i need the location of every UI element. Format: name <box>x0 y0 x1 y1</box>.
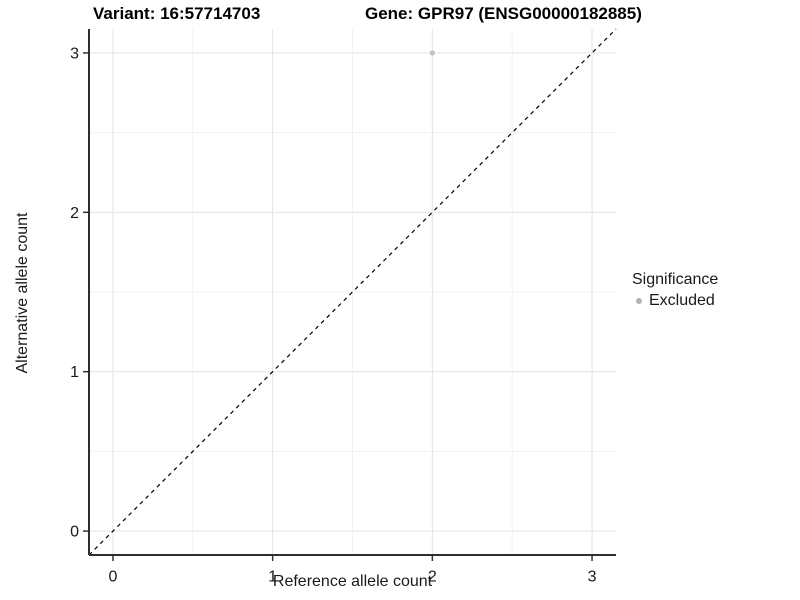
legend-item-excluded: Excluded <box>632 292 718 310</box>
plot-title-gene: Gene: GPR97 (ENSG00000182885) <box>365 4 642 23</box>
y-axis-title: Alternative allele count <box>14 212 31 374</box>
legend: Significance Excluded <box>632 271 718 310</box>
x-tick-label: 2 <box>428 568 437 585</box>
x-axis-title: Reference allele count <box>272 573 433 590</box>
legend-title: Significance <box>632 271 719 288</box>
data-point <box>429 50 435 56</box>
y-tick-label: 0 <box>70 524 79 541</box>
y-tick-label: 2 <box>70 205 79 222</box>
plot-title-variant: Variant: 16:57714703 <box>93 4 261 23</box>
x-tick-label: 3 <box>588 568 597 585</box>
x-tick-label: 0 <box>109 568 118 585</box>
legend-item-label: Excluded <box>649 292 715 309</box>
y-tick-label: 3 <box>70 45 79 62</box>
y-tick-label: 1 <box>70 364 79 381</box>
x-tick-label: 1 <box>268 568 277 585</box>
legend-point-icon <box>636 298 642 304</box>
